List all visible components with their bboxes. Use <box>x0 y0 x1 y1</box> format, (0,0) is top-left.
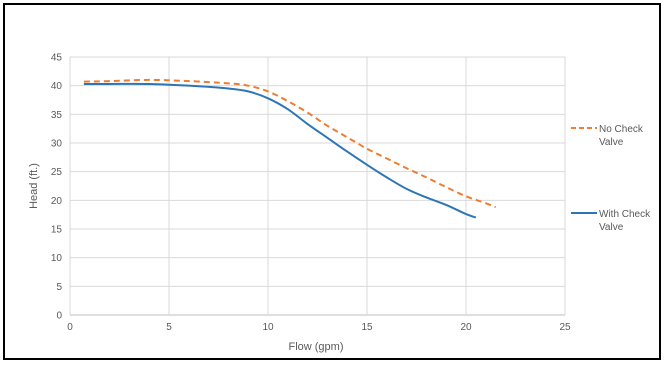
y-tick-label: 5 <box>56 282 62 293</box>
legend-label: No Check <box>599 124 644 135</box>
y-tick-label: 40 <box>51 81 63 92</box>
x-axis-label: Flow (gpm) <box>288 341 343 353</box>
y-tick-label: 30 <box>51 139 63 150</box>
series-line-0 <box>83 78 497 209</box>
y-tick-label: 45 <box>51 53 63 64</box>
x-tick-label: 20 <box>460 322 472 333</box>
y-tick-label: 35 <box>51 110 63 121</box>
x-tick-label: 10 <box>262 322 274 333</box>
y-tick-label: 0 <box>56 311 62 322</box>
y-tick-label: 20 <box>51 196 63 207</box>
x-tick-label: 5 <box>166 322 172 333</box>
x-tick-labels: 0 5 10 15 20 25 <box>67 322 571 333</box>
legend: No Check Valve With Check Valve <box>571 124 651 233</box>
y-axis-label: Head (ft.) <box>28 163 40 209</box>
x-tick-label: 15 <box>361 322 373 333</box>
y-tick-labels: 0 5 10 15 20 25 30 35 40 45 <box>51 53 63 322</box>
legend-label: Valve <box>599 137 624 148</box>
series-line-1 <box>83 82 477 219</box>
x-tick-label: 0 <box>67 322 73 333</box>
y-tick-label: 10 <box>51 253 63 264</box>
y-tick-label: 15 <box>51 225 63 236</box>
y-tick-label: 25 <box>51 167 63 178</box>
legend-label: Valve <box>599 222 624 233</box>
series-lines <box>83 78 497 219</box>
chart-frame <box>3 3 661 360</box>
legend-label: With Check <box>599 209 651 220</box>
x-tick-label: 25 <box>559 322 571 333</box>
gridlines <box>69 56 566 316</box>
